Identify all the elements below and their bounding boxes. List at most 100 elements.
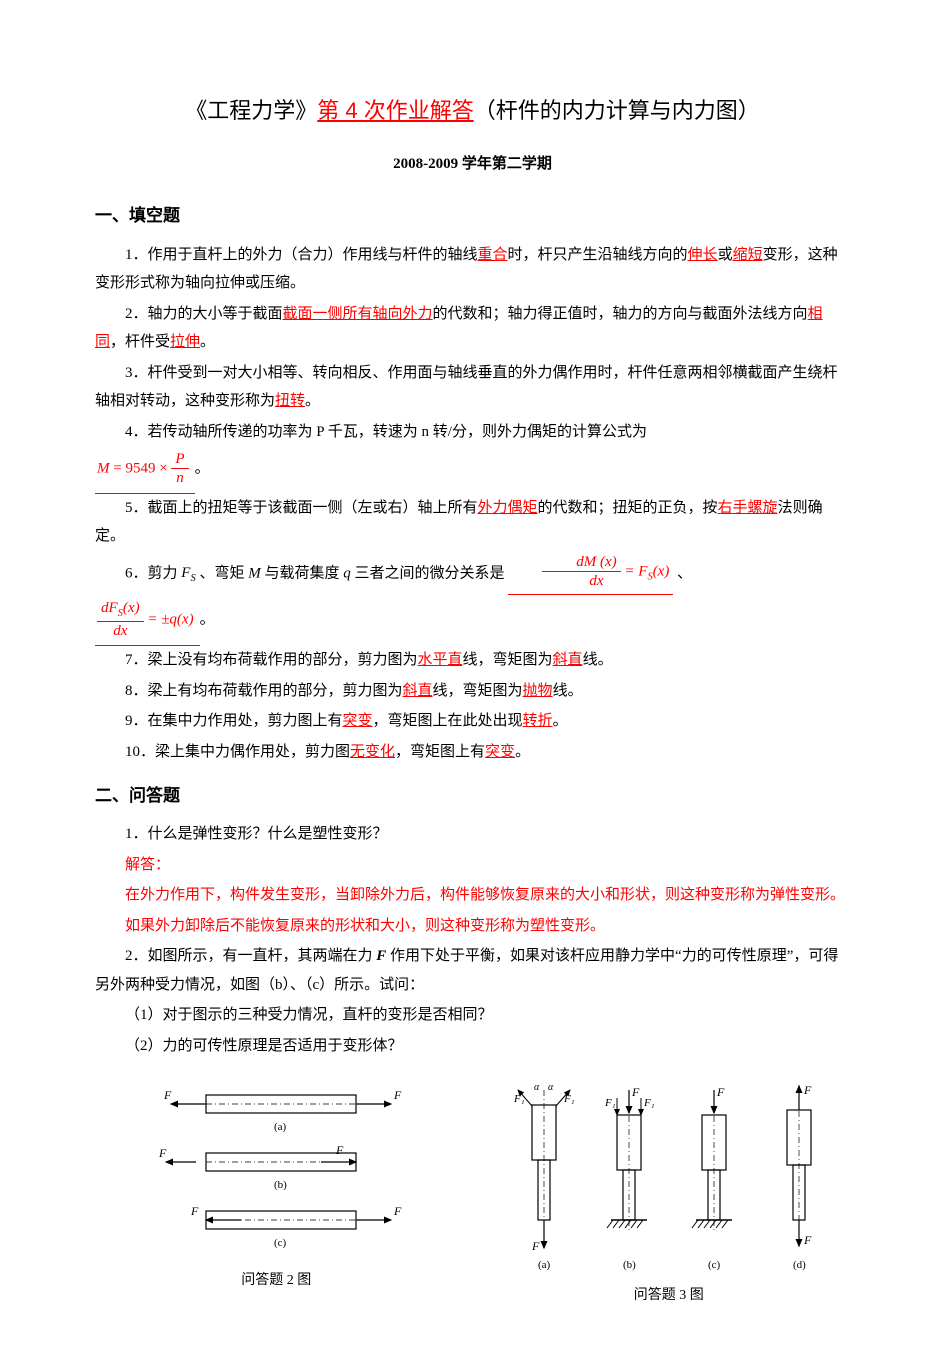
svg-text:F: F [393, 1088, 402, 1102]
q7-t1: 7．梁上没有均布荷载作用的部分，剪力图为 [125, 652, 418, 668]
q2-a1: 截面一侧所有轴向外力 [283, 306, 433, 322]
svg-text:(c): (c) [708, 1259, 721, 1271]
document-page: 《工程力学》第 4 次作业解答（杆件的内力计算与内力图） 2008-2009 学… [0, 0, 945, 1350]
section-1-heading: 一、填空题 [95, 200, 850, 232]
svg-text:(c): (c) [274, 1237, 287, 1249]
figure-3: F₁ F₁ α α F (a) [488, 1080, 851, 1310]
fill-q6: 6．剪力 FS 、弯矩 M 与载荷集度 q 三者之间的微分关系是 dM (x)d… [95, 553, 850, 596]
q8-a2: 抛物 [523, 683, 553, 699]
svg-text:F: F [631, 1085, 640, 1099]
q1-t3: 或 [718, 247, 733, 263]
q1-t1: 1．作用于直杆上的外力（合力）作用线与杆件的轴线 [125, 247, 478, 263]
fill-q10: 10．梁上集中力偶作用处，剪力图无变化，弯矩图上有突变。 [95, 738, 850, 767]
title-prefix: 《工程力学》 [185, 98, 317, 123]
q6-sep: 、 [673, 565, 692, 581]
q10-t3: 。 [515, 744, 530, 760]
svg-text:α: α [548, 1082, 554, 1093]
q3-t1: 3．杆件受到一对大小相等、转向相反、作用面与轴线垂直的外力偶作用时，杆件任意两相… [95, 365, 838, 410]
q6-f2: dFS(x)dx = ±q(x) [95, 597, 200, 646]
qa-q1-ans-label: 解答： [95, 851, 850, 880]
svg-text:F₁: F₁ [513, 1093, 525, 1105]
svg-text:F: F [531, 1239, 540, 1253]
q9-t3: 。 [553, 713, 568, 729]
q9-t1: 9．在集中力作用处，剪力图上有 [125, 713, 343, 729]
svg-text:F: F [393, 1204, 402, 1218]
svg-text:F: F [163, 1088, 172, 1102]
svg-text:(b): (b) [623, 1259, 636, 1271]
svg-text:(a): (a) [274, 1121, 287, 1133]
q9-a2: 转折 [523, 713, 553, 729]
q2p-t1: 2．如图所示，有一直杆，其两端在力 [125, 948, 376, 964]
q7-t2: 线，弯矩图为 [463, 652, 553, 668]
fill-q1: 1．作用于直杆上的外力（合力）作用线与杆件的轴线重合时，杆只产生沿轴线方向的伸长… [95, 241, 850, 298]
q9-a1: 突变 [343, 713, 373, 729]
title-highlight: 第 4 次作业解答 [317, 98, 473, 123]
svg-text:F₁: F₁ [604, 1097, 616, 1109]
q6-t4: 三者之间的微分关系是 [351, 565, 509, 581]
q6-t3: 与载荷集度 [261, 565, 344, 581]
q2-t3: ，杆件受 [110, 334, 170, 350]
figures-row: F F (a) F F (b) [95, 1080, 850, 1310]
fill-q3: 3．杆件受到一对大小相等、转向相反、作用面与轴线垂直的外力偶作用时，杆件任意两相… [95, 359, 850, 416]
q3-a1: 扭转 [275, 393, 305, 409]
qa-q1: 1．什么是弹性变形？什么是塑性变形？ [95, 820, 850, 849]
q1-a3: 缩短 [733, 247, 763, 263]
fill-q8: 8．梁上有均布荷载作用的部分，剪力图为斜直线，弯矩图为抛物线。 [95, 677, 850, 706]
q1-a2: 伸长 [688, 247, 718, 263]
q8-a1: 斜直 [403, 683, 433, 699]
q6-M: M [248, 565, 261, 581]
q7-a2: 斜直 [553, 652, 583, 668]
svg-text:F: F [803, 1233, 812, 1247]
q7-t3: 线。 [583, 652, 613, 668]
q10-t1: 10．梁上集中力偶作用处，剪力图 [125, 744, 350, 760]
q5-a2: 右手螺旋 [718, 500, 778, 516]
figure-2: F F (a) F F (b) [95, 1080, 458, 1310]
q4-eq: = 9549 × [110, 461, 172, 477]
qa-q1-ans-p2: 如果外力卸除后不能恢复原来的形状和大小，则这种变形称为塑性变形。 [95, 912, 850, 941]
q4-frac: Pn [171, 450, 188, 489]
section-2-heading: 二、问答题 [95, 780, 850, 812]
svg-text:(b): (b) [274, 1179, 287, 1191]
svg-text:F: F [803, 1083, 812, 1097]
qa-q2-sub2: （2）力的可传性原理是否适用于变形体？ [95, 1032, 850, 1061]
svg-text:F: F [158, 1146, 167, 1160]
svg-text:F: F [190, 1204, 199, 1218]
q4-t2: 。 [195, 461, 210, 477]
qa-q2-sub1: （1）对于图示的三种受力情况，直杆的变形是否相同？ [95, 1001, 850, 1030]
q2-a3: 拉伸 [170, 334, 200, 350]
q5-t2: 的代数和；扭矩的正负，按 [538, 500, 718, 516]
q6-f2-row: dFS(x)dx = ±q(x)。 [95, 597, 850, 646]
qa-q2: 2．如图所示，有一直杆，其两端在力 F 作用下处于平衡，如果对该杆应用静力学中“… [95, 942, 850, 999]
figure-2-caption: 问答题 2 图 [95, 1268, 458, 1295]
q2-t4: 。 [200, 334, 215, 350]
svg-text:α: α [534, 1082, 540, 1093]
document-title: 《工程力学》第 4 次作业解答（杆件的内力计算与内力图） [95, 90, 850, 132]
svg-text:F: F [716, 1085, 725, 1099]
q5-a1: 外力偶矩 [478, 500, 538, 516]
q6-t2: 、弯矩 [196, 565, 249, 581]
q6-t5: 。 [200, 612, 215, 628]
figure-3-svg: F₁ F₁ α α F (a) [499, 1080, 839, 1275]
q8-t1: 8．梁上有均布荷载作用的部分，剪力图为 [125, 683, 403, 699]
qa-q1-ans-p1: 在外力作用下，构件发生变形，当卸除外力后，构件能够恢复原来的大小和形状，则这种变… [95, 881, 850, 910]
q5-t1: 5．截面上的扭矩等于该截面一侧（左或右）轴上所有 [125, 500, 478, 516]
fill-q4: 4．若传动轴所传递的功率为 P 千瓦，转速为 n 转/分，则外力偶矩的计算公式为 [95, 418, 850, 447]
q9-t2: ，弯矩图上在此处出现 [373, 713, 523, 729]
q8-t2: 线，弯矩图为 [433, 683, 523, 699]
q10-t2: ，弯矩图上有 [395, 744, 485, 760]
q2-t2: 的代数和；轴力得正值时，轴力的方向与截面外法线方向 [433, 306, 808, 322]
q3-t2: 。 [305, 393, 320, 409]
fill-q5: 5．截面上的扭矩等于该截面一侧（左或右）轴上所有外力偶矩的代数和；扭矩的正负，按… [95, 494, 850, 551]
q2-t1: 2．轴力的大小等于截面 [125, 306, 283, 322]
svg-text:F₁: F₁ [563, 1093, 575, 1105]
svg-text:F₁: F₁ [643, 1097, 655, 1109]
svg-text:(d): (d) [793, 1259, 806, 1271]
svg-text:(a): (a) [538, 1259, 551, 1271]
q4-den: n [171, 469, 188, 489]
q6-q: q [343, 565, 351, 581]
q4-num: P [171, 450, 188, 469]
title-suffix: （杆件的内力计算与内力图） [474, 98, 760, 123]
q4-formula: M = 9549 × Pn [95, 448, 195, 494]
q2p-F: F [376, 948, 386, 964]
q6-t1: 6．剪力 [125, 565, 181, 581]
